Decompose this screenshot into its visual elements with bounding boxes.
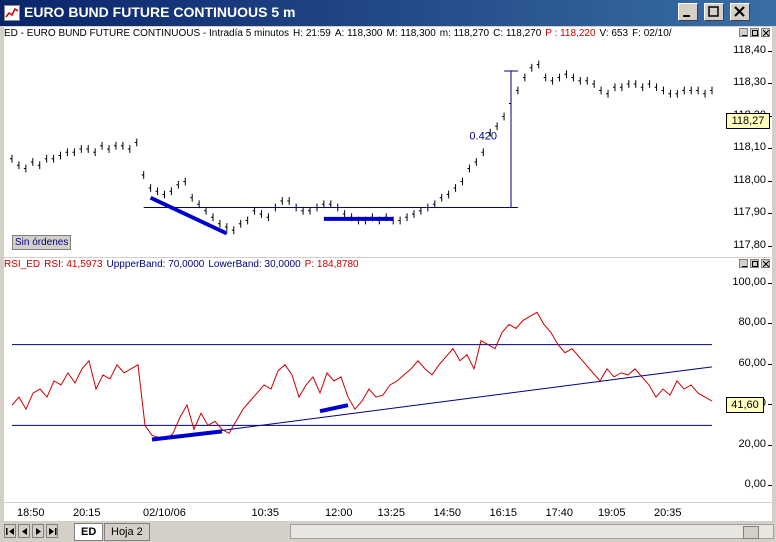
y-tick-label: 100,00 — [732, 276, 772, 289]
y-tick-label: 117,90 — [733, 206, 772, 218]
header-field: UppperBand: 70,0000 — [106, 259, 205, 270]
sheet-tab-bar: ED Hoja 2 — [0, 521, 776, 542]
app-icon — [4, 5, 20, 21]
rsi-pane-maximize-icon[interactable] — [750, 259, 759, 268]
last-rsi-label: 41,60 — [726, 397, 764, 413]
tab-ed[interactable]: ED — [74, 523, 104, 541]
header-field: RSI_ED — [4, 259, 41, 270]
header-field: RSI: 41,5973 — [44, 259, 103, 270]
time-tick-label: 20:35 — [654, 507, 682, 519]
header-field: LowerBand: 30,0000 — [208, 259, 301, 270]
time-tick-label: 02/10/06 — [143, 507, 186, 519]
y-tick-label: 60,00 — [738, 356, 772, 369]
y-tick-label: 118,30 — [733, 76, 772, 88]
header-field: F: 02/10/ — [632, 28, 672, 39]
prev-sheet-icon[interactable] — [18, 524, 30, 538]
header-field: P : 118,220 — [545, 28, 596, 39]
tab-hoja-2[interactable]: Hoja 2 — [104, 523, 150, 541]
time-tick-label: 10:35 — [251, 507, 280, 519]
y-tick-label: 118,00 — [733, 173, 772, 186]
price-chart-pane[interactable]: ED - EURO BUND FUTURE CONTINUOUS - Intra… — [4, 27, 772, 257]
time-tick-label: 20:15 — [73, 507, 101, 519]
next-sheet-icon[interactable] — [32, 524, 44, 538]
pane-maximize-icon[interactable] — [750, 28, 759, 37]
scrollbar-thumb[interactable] — [743, 526, 759, 539]
last-price-label: 118,27 — [726, 113, 770, 129]
pane-minimize-icon[interactable] — [739, 28, 748, 37]
header-field: A: 118,300 — [334, 28, 383, 39]
time-tick-label: 12:00 — [325, 507, 353, 519]
window-title: EURO BUND FUTURE CONTINUOUS 5 m — [24, 4, 296, 20]
header-field: C: 118,270 — [493, 28, 542, 39]
rsi-chart-pane[interactable]: RSI_ED RSI: 41,5973 UppperBand: 70,0000 Low… — [4, 258, 773, 502]
orders-button[interactable]: Sin órdenes — [12, 235, 72, 250]
time-tick-label: 16:15 — [489, 507, 518, 519]
time-tick-label: 18:50 — [17, 507, 45, 519]
time-tick-label: 17:40 — [545, 507, 574, 519]
rsi-trendline — [151, 366, 713, 440]
time-tick-label: 13:25 — [377, 507, 406, 519]
minimize-button[interactable] — [678, 3, 698, 21]
title-bar[interactable]: EURO BUND FUTURE CONTINUOUS 5 m — [0, 0, 776, 26]
header-field: P: 184,8780 — [304, 259, 359, 270]
first-sheet-icon[interactable] — [4, 524, 16, 538]
header-field: m: 118,270 — [439, 28, 490, 39]
y-tick-label: 0,00 — [744, 477, 773, 490]
header-field: M: 118,300 — [386, 28, 436, 39]
rsi-header: RSI_ED RSI: 41,5973 UppperBand: 70,0000 Low… — [4, 258, 744, 272]
horizontal-scrollbar[interactable] — [290, 524, 774, 539]
close-button[interactable] — [730, 3, 750, 21]
time-tick-label: 14:50 — [433, 507, 462, 519]
rsi-pane-close-icon[interactable] — [761, 259, 770, 268]
rsi-trend-highlight-2 — [319, 403, 349, 414]
rsi-plot — [11, 311, 713, 442]
y-tick-label: 80,00 — [738, 316, 772, 329]
rsi-pane-minimize-icon[interactable] — [739, 259, 748, 268]
rsi-trend-highlight-1 — [151, 429, 223, 442]
price-header: ED - EURO BUND FUTURE CONTINUOUS - Intra… — [4, 27, 744, 41]
rsi-series-line — [11, 311, 713, 441]
y-tick-label: 117,80 — [733, 238, 772, 251]
time-axis: 18:50 20:15 02/10/06 10:35 12:00 13:25 14:50 16… — [4, 503, 772, 521]
header-field: V: 653 — [599, 28, 629, 39]
price-y-axis: 117,80117,90118,00118,10118,20118,30118,… — [716, 27, 772, 257]
measure-label: 0.420 — [469, 130, 497, 142]
price-plot: 0.420 — [10, 60, 713, 236]
maximize-button[interactable] — [704, 3, 724, 21]
y-tick-label: 118,10 — [733, 141, 772, 153]
time-tick-label: 19:05 — [598, 507, 626, 519]
y-tick-label: 118,40 — [733, 43, 772, 56]
header-field: ED - EURO BUND FUTURE CONTINUOUS - Intra… — [4, 28, 290, 39]
price-trendline — [149, 195, 228, 236]
last-sheet-icon[interactable] — [46, 524, 58, 538]
header-field: H: 21:59 — [293, 28, 331, 39]
y-tick-label: 20,00 — [738, 437, 772, 450]
pane-close-icon[interactable] — [761, 28, 770, 37]
